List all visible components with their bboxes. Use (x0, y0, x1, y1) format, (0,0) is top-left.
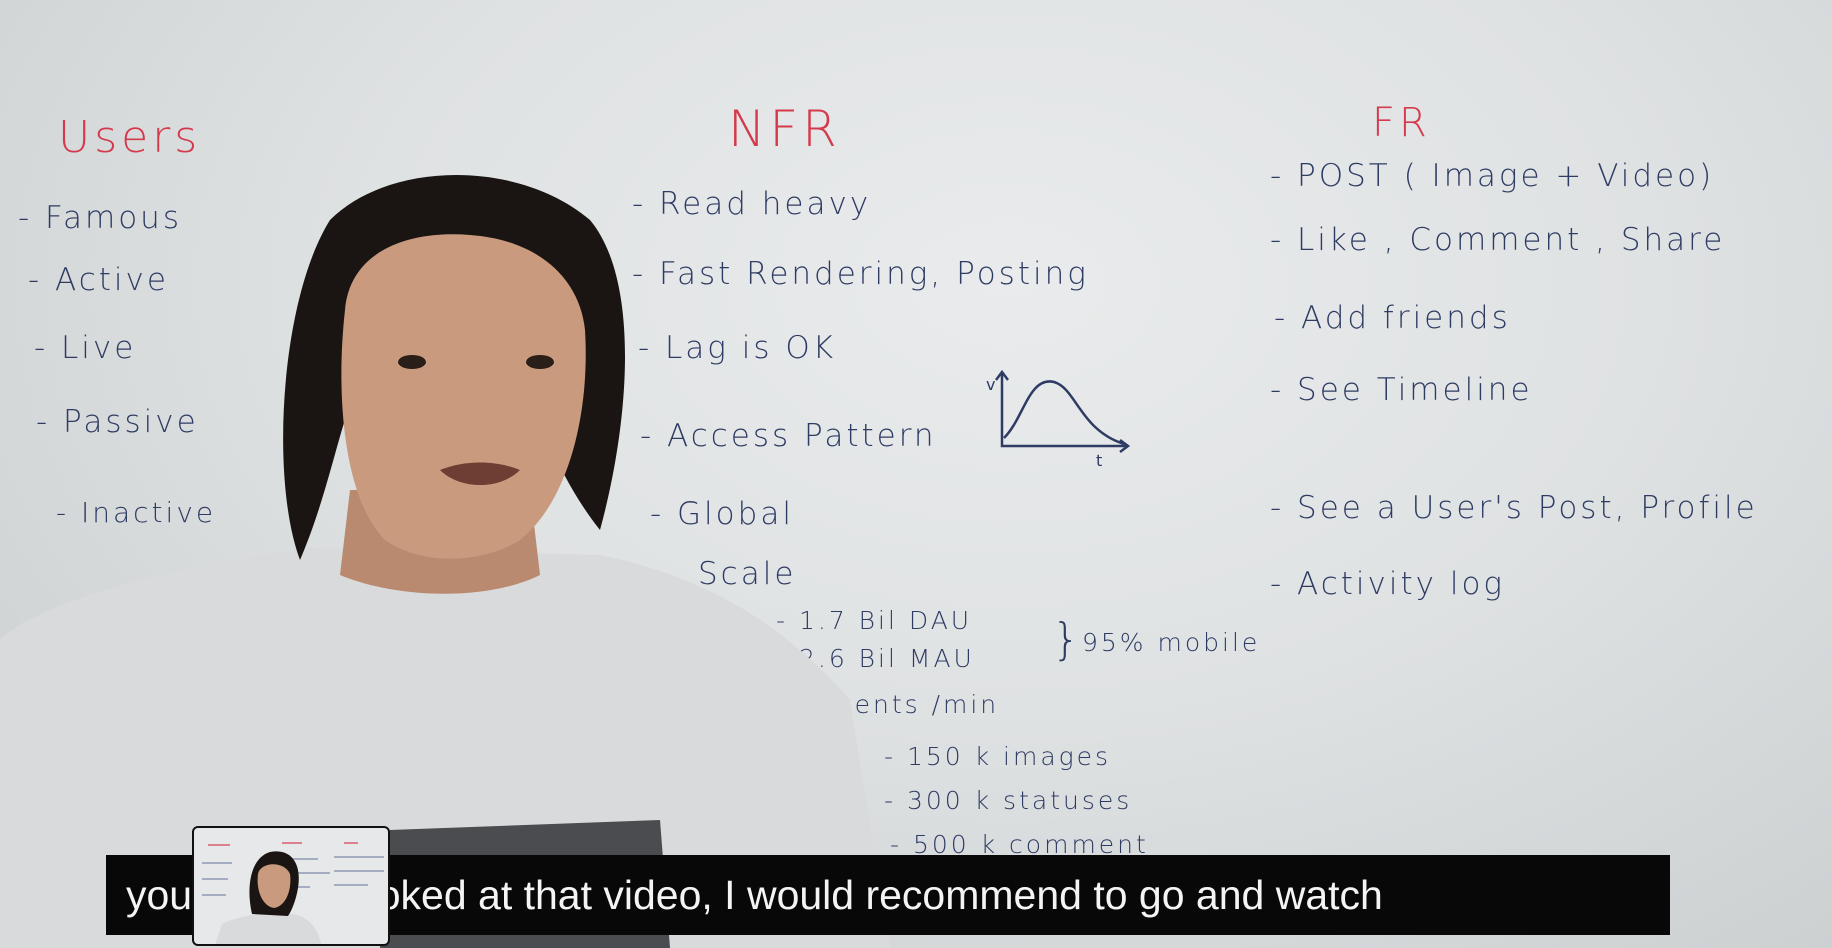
thumb-mark (202, 862, 232, 864)
thumb-mark (334, 870, 384, 872)
thumb-mark (208, 844, 230, 846)
nfr-item: - Fast Rendering, Posting (632, 256, 1089, 292)
events-item: - 300 k statuses (884, 786, 1133, 815)
scale-brace: } (1052, 614, 1083, 665)
thumb-mark (274, 872, 330, 874)
nfr-item: - Global (650, 496, 794, 532)
events-item: - 150 k images (884, 742, 1112, 771)
scale-line: - 2.6 Bil MAU (776, 644, 975, 673)
nfr-item: - Access Pattern (640, 418, 937, 454)
fr-item: - Add friends (1274, 300, 1511, 336)
users-item: - Active (28, 262, 169, 298)
graph-axis-v: v (986, 375, 995, 394)
thumb-mark (274, 858, 318, 860)
nfr-item: - Read heavy (632, 186, 872, 222)
nfr-item: - Lag is OK (638, 330, 837, 366)
users-item: - Passive (36, 404, 199, 440)
users-title: Users (58, 112, 202, 163)
nfr-item: Scale (698, 556, 797, 592)
fr-item: - See Timeline (1270, 372, 1533, 408)
thumb-mark (282, 842, 302, 844)
fr-item: - POST ( Image + Video) (1270, 158, 1715, 194)
fr-title: FR (1372, 100, 1431, 146)
thumb-mark (202, 894, 226, 896)
thumb-mark (202, 878, 228, 880)
graph-axis-t: t (1096, 451, 1102, 468)
video-thumbnail-preview[interactable] (192, 826, 390, 946)
fr-item: - Like , Comment , Share (1270, 222, 1726, 258)
events-item: - 500 k comment (890, 830, 1149, 859)
fr-item: - See a User's Post, Profile (1270, 490, 1758, 526)
thumb-mark (334, 856, 384, 858)
fr-item: - Activity log (1270, 566, 1506, 602)
users-item: - Famous (18, 200, 182, 236)
nfr-title: NFR (728, 100, 841, 158)
thumb-mark (344, 842, 358, 844)
thumb-mark (334, 884, 368, 886)
users-item: - Live (34, 330, 137, 366)
users-item: - Inactive (56, 496, 217, 529)
scale-line: - 1.7 Bil DAU (776, 606, 973, 635)
events-title: Events /min (818, 690, 1000, 719)
thumb-presenter (215, 851, 322, 944)
scale-note: 95% mobile (1082, 628, 1261, 657)
access-pattern-graph: v t (986, 369, 1131, 468)
